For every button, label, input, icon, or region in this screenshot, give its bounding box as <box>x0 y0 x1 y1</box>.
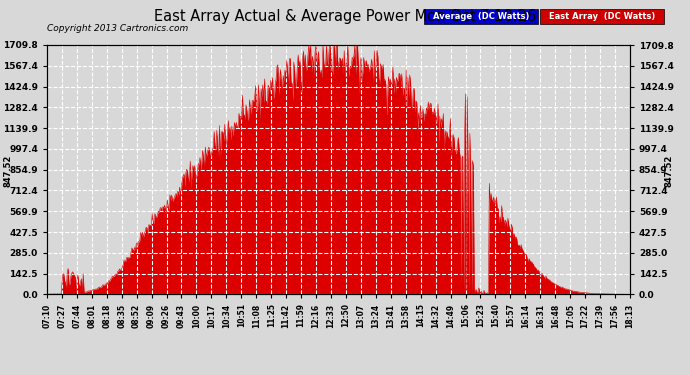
Text: East Array Actual & Average Power Mon Oct 7 18:26: East Array Actual & Average Power Mon Oc… <box>154 9 536 24</box>
Text: Copyright 2013 Cartronics.com: Copyright 2013 Cartronics.com <box>47 24 188 33</box>
Text: East Array  (DC Watts): East Array (DC Watts) <box>549 12 656 21</box>
Text: 847.52: 847.52 <box>664 154 673 187</box>
Text: 847.52: 847.52 <box>3 154 12 187</box>
Text: Average  (DC Watts): Average (DC Watts) <box>433 12 529 21</box>
